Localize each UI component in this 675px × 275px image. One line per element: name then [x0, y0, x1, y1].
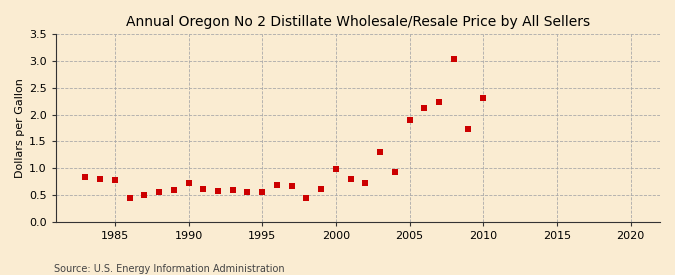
Point: [198, 186, 209, 191]
Point: [271, 183, 282, 187]
Point: [389, 170, 400, 174]
Point: [433, 100, 444, 104]
Point: [124, 196, 135, 200]
Point: [419, 106, 430, 111]
Point: [109, 178, 120, 182]
Point: [301, 196, 312, 200]
Title: Annual Oregon No 2 Distillate Wholesale/Resale Price by All Sellers: Annual Oregon No 2 Distillate Wholesale/…: [126, 15, 590, 29]
Point: [95, 177, 105, 182]
Point: [345, 177, 356, 182]
Point: [256, 189, 267, 194]
Point: [360, 181, 371, 185]
Point: [183, 180, 194, 185]
Point: [448, 57, 459, 61]
Point: [213, 188, 223, 193]
Point: [168, 187, 179, 192]
Point: [478, 96, 489, 100]
Point: [139, 193, 150, 197]
Point: [80, 175, 91, 179]
Point: [375, 150, 385, 154]
Point: [404, 118, 415, 122]
Text: Source: U.S. Energy Information Administration: Source: U.S. Energy Information Administ…: [54, 264, 285, 274]
Point: [463, 127, 474, 131]
Point: [154, 189, 165, 194]
Point: [242, 190, 253, 194]
Point: [286, 184, 297, 189]
Point: [331, 167, 342, 171]
Point: [227, 188, 238, 192]
Y-axis label: Dollars per Gallon: Dollars per Gallon: [15, 78, 25, 178]
Point: [316, 187, 327, 191]
